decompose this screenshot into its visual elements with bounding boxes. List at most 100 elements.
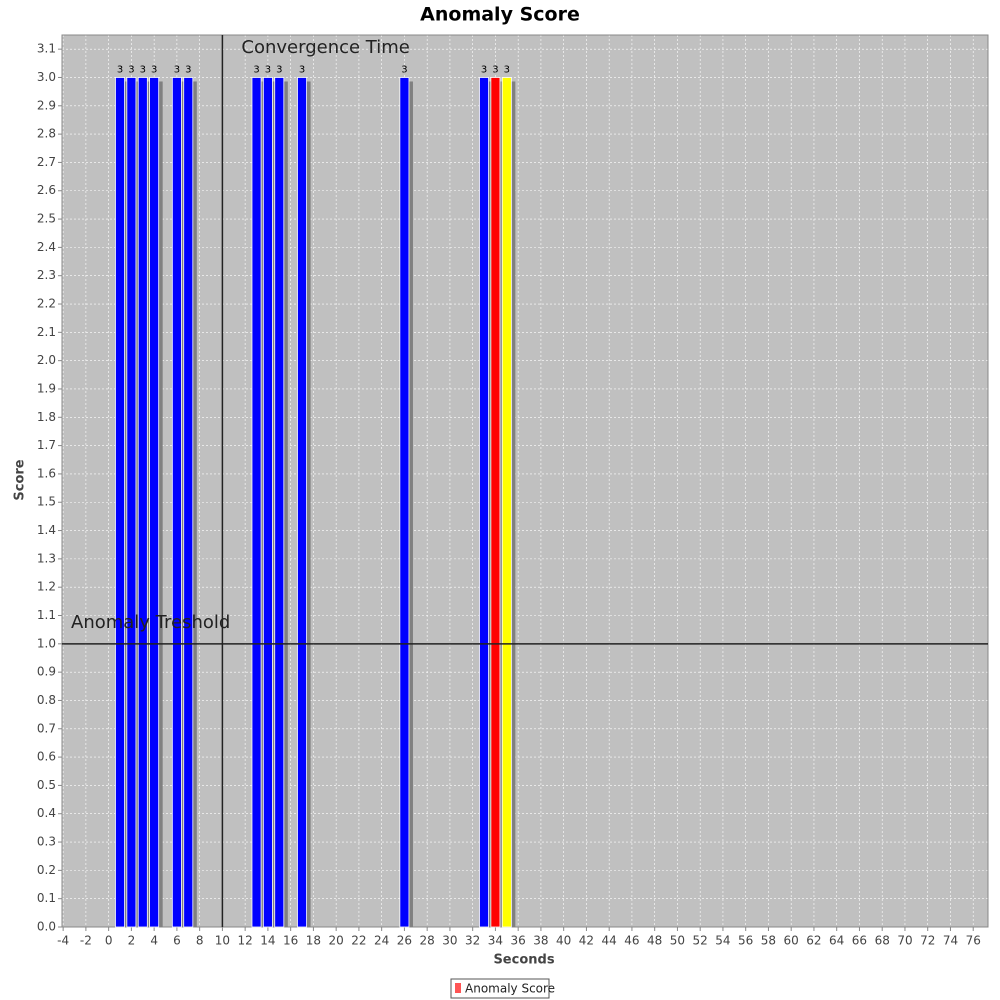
- value-label: 3: [504, 64, 510, 75]
- bar: [149, 77, 160, 928]
- x-tick-label: 68: [875, 934, 890, 948]
- x-tick-label: 24: [374, 934, 389, 948]
- x-tick-label: 2: [128, 934, 136, 948]
- y-tick-label: 0.6: [37, 750, 56, 764]
- y-tick-label: 3.1: [37, 42, 56, 56]
- value-label: 3: [481, 64, 487, 75]
- x-tick-label: 10: [215, 934, 230, 948]
- value-label: 3: [276, 64, 282, 75]
- x-tick-label: 30: [442, 934, 457, 948]
- y-tick-label: 1.0: [37, 636, 56, 650]
- x-tick-label: 62: [806, 934, 821, 948]
- x-tick-label: 76: [966, 934, 981, 948]
- plot-border: [61, 34, 989, 928]
- x-tick-label: -4: [57, 934, 69, 948]
- x-tick-label: 52: [693, 934, 708, 948]
- x-tick-label: 54: [715, 934, 730, 948]
- bar: [490, 77, 501, 928]
- y-tick-label: 3.0: [37, 70, 56, 84]
- y-tick-label: 1.6: [37, 466, 56, 480]
- bar: [274, 77, 285, 928]
- y-tick-label: 0.8: [37, 693, 56, 707]
- y-tick-label: 1.7: [37, 438, 56, 452]
- x-tick-label: 6: [173, 934, 181, 948]
- bar: [171, 77, 182, 928]
- x-tick-label: 12: [238, 934, 253, 948]
- y-tick-label: 2.2: [37, 297, 56, 311]
- value-label: 3: [265, 64, 271, 75]
- y-tick-label: 1.3: [37, 551, 56, 565]
- y-tick-label: 2.6: [37, 183, 56, 197]
- y-tick-label: 2.4: [37, 240, 56, 254]
- x-tick-label: 14: [260, 934, 275, 948]
- x-tick-label: 16: [283, 934, 298, 948]
- marker-label: Convergence Time: [241, 37, 409, 58]
- bar: [251, 77, 262, 928]
- plot-area: [62, 35, 988, 927]
- y-tick-label: 0.3: [37, 835, 56, 849]
- x-tick-label: 58: [761, 934, 776, 948]
- x-tick-label: 46: [624, 934, 639, 948]
- value-label: 3: [174, 64, 180, 75]
- bar: [137, 77, 148, 928]
- y-tick-label: 2.1: [37, 325, 56, 339]
- value-label: 3: [492, 64, 498, 75]
- x-tick-label: 40: [556, 934, 571, 948]
- y-tick-label: 2.3: [37, 268, 56, 282]
- x-tick-label: 36: [511, 934, 526, 948]
- marker-label: Anomaly Treshold: [71, 612, 230, 633]
- x-tick-label: 32: [465, 934, 480, 948]
- x-tick-label: 70: [897, 934, 912, 948]
- x-tick-label: 44: [602, 934, 617, 948]
- legend-label: Anomaly Score: [465, 982, 555, 996]
- x-tick-label: 64: [829, 934, 844, 948]
- x-axis-label: Seconds: [493, 953, 554, 968]
- bar: [262, 77, 273, 928]
- value-label: 3: [151, 64, 157, 75]
- value-label: 3: [185, 64, 191, 75]
- x-tick-label: 0: [105, 934, 113, 948]
- y-tick-label: 1.4: [37, 523, 56, 537]
- x-tick-label: 20: [329, 934, 344, 948]
- y-tick-label: 2.5: [37, 212, 56, 226]
- value-label: 3: [253, 64, 259, 75]
- x-tick-label: 4: [150, 934, 158, 948]
- y-tick-label: 0.9: [37, 665, 56, 679]
- y-tick-label: 2.7: [37, 155, 56, 169]
- y-tick-label: 1.2: [37, 580, 56, 594]
- y-tick-label: 1.9: [37, 381, 56, 395]
- x-tick-label: 56: [738, 934, 753, 948]
- value-label: 3: [128, 64, 134, 75]
- x-tick-label: 8: [196, 934, 204, 948]
- x-tick-label: 22: [351, 934, 366, 948]
- y-tick-label: 0.2: [37, 863, 56, 877]
- value-label: 3: [117, 64, 123, 75]
- chart-title: Anomaly Score: [420, 4, 580, 26]
- x-tick-label: 38: [533, 934, 548, 948]
- value-label: 3: [401, 64, 407, 75]
- bar: [399, 77, 410, 928]
- x-tick-label: 66: [852, 934, 867, 948]
- y-tick-label: 2.9: [37, 98, 56, 112]
- bar: [479, 77, 489, 928]
- x-tick-label: 18: [306, 934, 321, 948]
- x-tick-label: 60: [784, 934, 799, 948]
- y-tick-label: 0.1: [37, 891, 56, 905]
- y-axis-label: Score: [13, 459, 28, 500]
- y-tick-label: 1.8: [37, 410, 56, 424]
- x-tick-label: -2: [80, 934, 92, 948]
- bar: [115, 77, 125, 928]
- x-tick-label: 74: [943, 934, 958, 948]
- y-tick-label: 0.5: [37, 778, 56, 792]
- value-label: 3: [140, 64, 146, 75]
- legend-box: [450, 978, 550, 999]
- x-tick-label: 34: [488, 934, 503, 948]
- x-tick-label: 26: [397, 934, 412, 948]
- y-tick-label: 0.7: [37, 721, 56, 735]
- x-tick-label: 72: [920, 934, 935, 948]
- x-tick-label: 28: [420, 934, 435, 948]
- legend-swatch: [455, 983, 461, 993]
- y-tick-label: 2.0: [37, 353, 56, 367]
- y-tick-label: 0.0: [37, 920, 56, 934]
